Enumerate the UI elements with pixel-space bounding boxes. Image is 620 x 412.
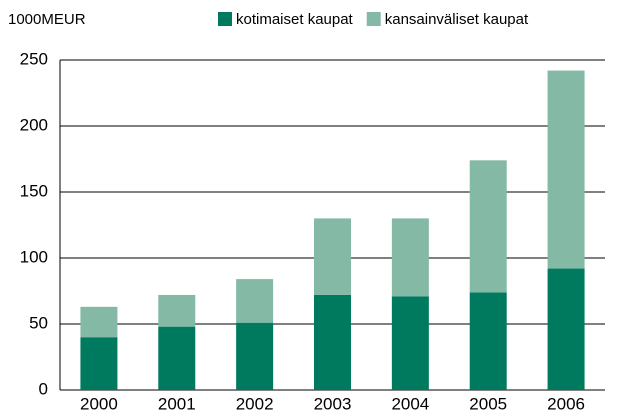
legend-label: kansainväliset kaupat — [385, 11, 529, 28]
x-tick-label: 2004 — [391, 394, 429, 412]
bar-segment — [80, 306, 118, 338]
bar-segment — [158, 326, 196, 390]
y-tick-label: 200 — [20, 115, 48, 134]
bar-segment — [469, 292, 507, 390]
y-tick-label: 50 — [29, 313, 48, 332]
y-tick-label: 150 — [20, 181, 48, 200]
bar-segment — [314, 218, 351, 295]
bar-segment — [314, 294, 351, 390]
y-tick-label: 100 — [20, 247, 48, 266]
legend-label: kotimaiset kaupat — [236, 11, 354, 28]
legend-swatch — [366, 12, 381, 26]
bar-segment — [469, 160, 507, 293]
x-tick-label: 2002 — [236, 394, 274, 412]
bar-segment — [391, 218, 429, 297]
x-tick-label: 2005 — [469, 394, 507, 412]
bar-segment — [236, 322, 274, 390]
bar-segment — [547, 268, 585, 390]
x-tick-label: 2006 — [547, 394, 585, 412]
unit-label: 1000MEUR — [8, 11, 86, 28]
y-tick-label: 250 — [20, 49, 48, 68]
bar-segment — [80, 337, 118, 390]
x-tick-label: 2003 — [314, 394, 352, 412]
bar-segment — [236, 279, 274, 323]
y-tick-label: 0 — [39, 379, 48, 398]
legend-swatch — [218, 12, 232, 26]
bar-segment — [158, 294, 196, 327]
bar-segment — [547, 70, 585, 269]
x-tick-label: 2001 — [158, 394, 196, 412]
bar-segment — [391, 296, 429, 390]
x-tick-label: 2000 — [80, 394, 118, 412]
